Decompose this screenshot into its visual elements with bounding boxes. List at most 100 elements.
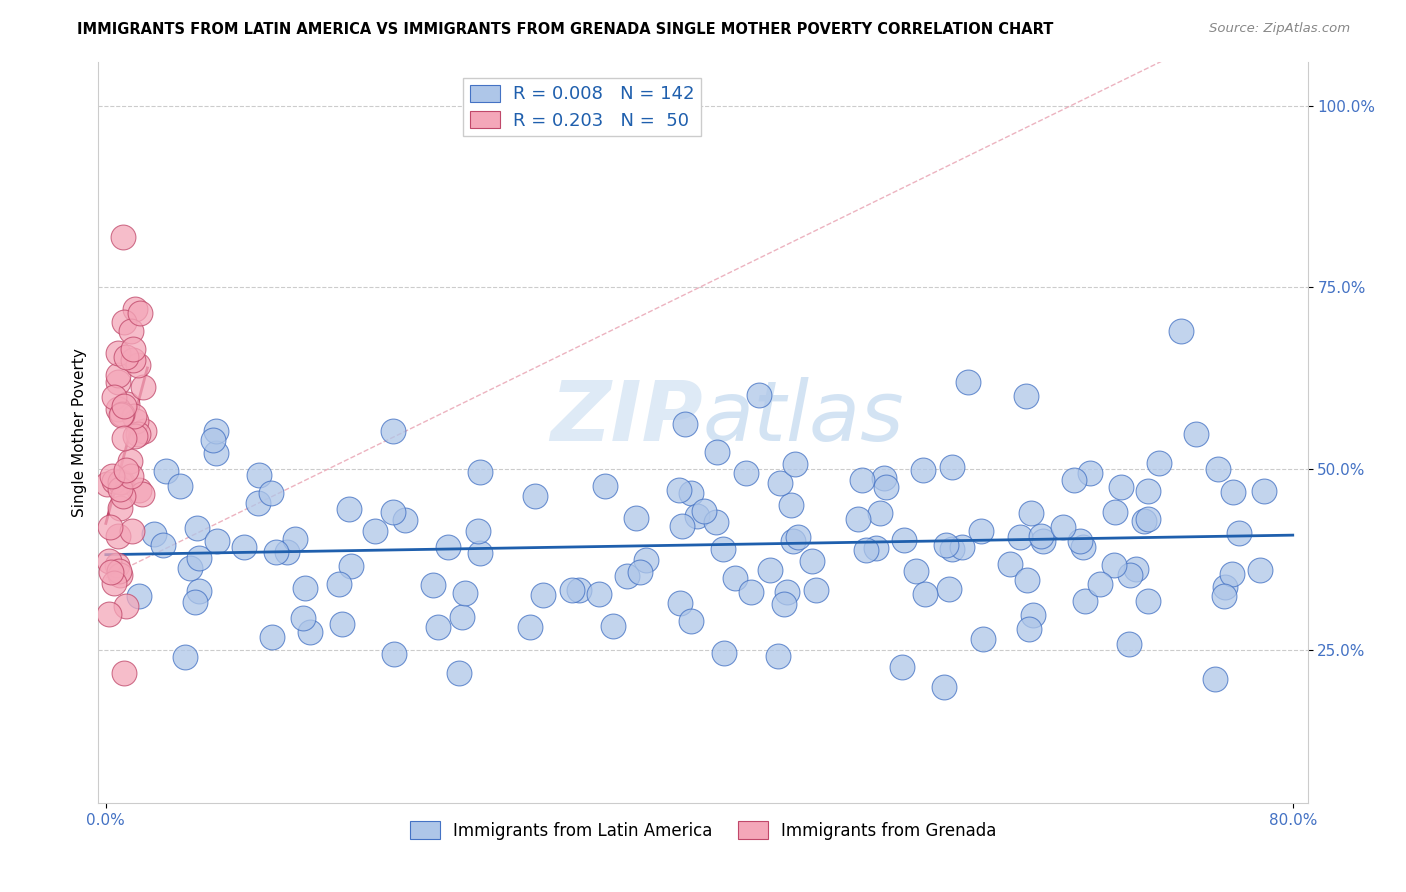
Immigrants from Latin America [568,582,591,597]
Immigrants from Grenada [105,558,128,572]
Immigrants from Latin America [759,563,782,577]
Immigrants from Grenada [107,529,129,543]
Immigrants from Grenada [131,486,153,500]
Immigrants from Latin America [1031,529,1053,543]
Immigrants from Latin America [454,586,477,600]
Immigrants from Latin America [1063,473,1085,487]
Immigrants from Latin America [724,571,747,585]
Immigrants from Latin America [128,590,150,604]
Immigrants from Latin America [143,527,166,541]
Immigrants from Latin America [205,533,228,548]
Immigrants from Latin America [339,559,361,574]
Immigrants from Latin America [616,569,638,583]
Immigrants from Latin America [704,515,727,529]
Immigrants from Latin America [1080,467,1102,481]
Immigrants from Latin America [337,502,360,516]
Immigrants from Grenada [114,599,136,613]
Immigrants from Latin America [1021,506,1043,520]
Immigrants from Latin America [519,620,541,634]
Immigrants from Latin America [935,538,957,552]
Immigrants from Latin America [382,425,405,439]
Immigrants from Latin America [735,467,758,481]
Immigrants from Latin America [681,614,703,628]
Immigrants from Latin America [686,509,709,524]
Immigrants from Latin America [1204,672,1226,686]
Immigrants from Grenada [100,469,122,483]
Immigrants from Latin America [1137,593,1160,607]
Immigrants from Grenada [112,315,135,329]
Immigrants from Latin America [1018,622,1040,636]
Immigrants from Latin America [970,524,993,539]
Immigrants from Grenada [97,554,120,568]
Immigrants from Latin America [865,541,887,556]
Immigrants from Latin America [932,680,955,694]
Immigrants from Latin America [1008,530,1031,544]
Immigrants from Latin America [294,581,316,595]
Immigrants from Latin America [938,582,960,596]
Immigrants from Latin America [972,632,994,647]
Immigrants from Grenada [115,463,138,477]
Immigrants from Latin America [246,496,269,510]
Immigrants from Latin America [1137,511,1160,525]
Immigrants from Latin America [1222,484,1244,499]
Immigrants from Grenada [121,353,143,368]
Immigrants from Latin America [905,564,928,578]
Immigrants from Latin America [184,595,207,609]
Immigrants from Latin America [299,624,322,639]
Immigrants from Grenada [108,475,131,490]
Immigrants from Latin America [1090,577,1112,591]
Immigrants from Grenada [128,483,150,497]
Immigrants from Grenada [97,607,120,621]
Immigrants from Latin America [776,585,799,599]
Immigrants from Latin America [956,375,979,389]
Immigrants from Latin America [291,611,314,625]
Immigrants from Latin America [260,630,283,644]
Immigrants from Grenada [121,524,143,538]
Immigrants from Latin America [782,533,804,548]
Immigrants from Latin America [1125,562,1147,576]
Immigrants from Grenada [134,425,156,439]
Immigrants from Latin America [769,475,792,490]
Immigrants from Latin America [1132,514,1154,528]
Immigrants from Grenada [108,501,131,516]
Immigrants from Latin America [1136,483,1159,498]
Immigrants from Latin America [711,541,734,556]
Immigrants from Latin America [1119,568,1142,582]
Immigrants from Grenada [103,391,125,405]
Immigrants from Latin America [872,471,894,485]
Immigrants from Latin America [450,610,472,624]
Immigrants from Latin America [205,445,228,459]
Immigrants from Latin America [941,460,963,475]
Immigrants from Grenada [112,666,135,681]
Immigrants from Latin America [531,588,554,602]
Immigrants from Grenada [100,565,122,579]
Immigrants from Latin America [276,544,298,558]
Immigrants from Latin America [152,538,174,552]
Immigrants from Grenada [111,475,134,489]
Immigrants from Latin America [169,479,191,493]
Immigrants from Latin America [801,554,824,568]
Immigrants from Latin America [381,506,404,520]
Immigrants from Latin America [875,480,897,494]
Immigrants from Grenada [121,343,143,357]
Immigrants from Grenada [111,229,134,244]
Immigrants from Latin America [1073,593,1095,607]
Immigrants from Latin America [1227,526,1250,541]
Immigrants from Grenada [127,427,149,442]
Immigrants from Latin America [706,445,728,459]
Immigrants from Latin America [155,464,177,478]
Immigrants from Latin America [787,530,810,544]
Immigrants from Grenada [107,375,129,389]
Immigrants from Grenada [124,409,146,424]
Immigrants from Grenada [115,396,138,410]
Immigrants from Grenada [108,564,131,578]
Immigrants from Grenada [120,324,142,338]
Immigrants from Latin America [1022,608,1045,623]
Immigrants from Latin America [247,468,270,483]
Immigrants from Latin America [669,596,692,610]
Immigrants from Latin America [1170,324,1192,338]
Immigrants from Latin America [804,583,827,598]
Immigrants from Latin America [941,541,963,556]
Immigrants from Latin America [693,504,716,518]
Immigrants from Latin America [1014,389,1036,403]
